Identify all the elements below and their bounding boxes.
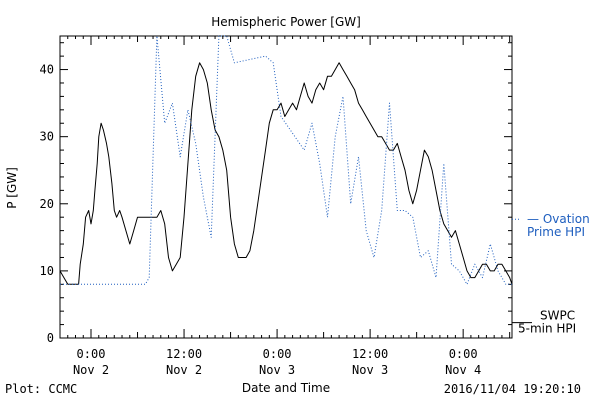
legend-label-ovation: — Ovation — [527, 212, 590, 226]
x-tick-date-label: Nov 2 — [166, 363, 202, 377]
plot-area — [59, 35, 513, 339]
x-tick-time-label: 12:00 — [352, 347, 388, 361]
x-tick-date-label: Nov 4 — [445, 363, 481, 377]
x-tick-date-label: Nov 3 — [259, 363, 295, 377]
ovation-prime-hpi-line — [60, 35, 512, 285]
footer-plot-credit: Plot: CCMC — [5, 382, 77, 396]
y-tick-label: 20 — [40, 197, 54, 211]
y-axis-label: P [GW] — [5, 167, 19, 209]
x-tick-date-label: Nov 3 — [352, 363, 388, 377]
series-layer — [59, 35, 513, 285]
y-tick-label: 0 — [47, 331, 54, 345]
legend-label-swpc: SWPC — [540, 309, 575, 323]
plot-frame — [59, 35, 513, 339]
y-tick-label: 30 — [40, 130, 54, 144]
x-tick-time-label: 0:00 — [449, 347, 478, 361]
y-tick-label: 10 — [40, 264, 54, 278]
swpc-hpi-line — [59, 62, 513, 285]
x-axis-ticks: 0:00 Nov 2 12:00 Nov 2 0:00 Nov 3 12:00 Nov 3 0:… — [59, 36, 511, 377]
x-tick-time-label: 0:00 — [77, 347, 106, 361]
x-tick-date-label: Nov 2 — [73, 363, 109, 377]
legend-label-swpc: 5-min HPI — [518, 322, 576, 336]
footer-timestamp: 2016/11/04 19:20:10 — [444, 382, 581, 396]
x-tick-time-label: 0:00 — [263, 347, 292, 361]
y-tick-label: 40 — [40, 63, 54, 77]
x-tick-time-label: 12:00 — [166, 347, 202, 361]
chart-title: Hemispheric Power [GW] — [211, 15, 361, 29]
x-axis-label: Date and Time — [242, 381, 330, 395]
y-axis-ticks: 0 10 20 30 40 — [40, 42, 512, 345]
legend-label-ovation: Prime HPI — [527, 225, 585, 239]
